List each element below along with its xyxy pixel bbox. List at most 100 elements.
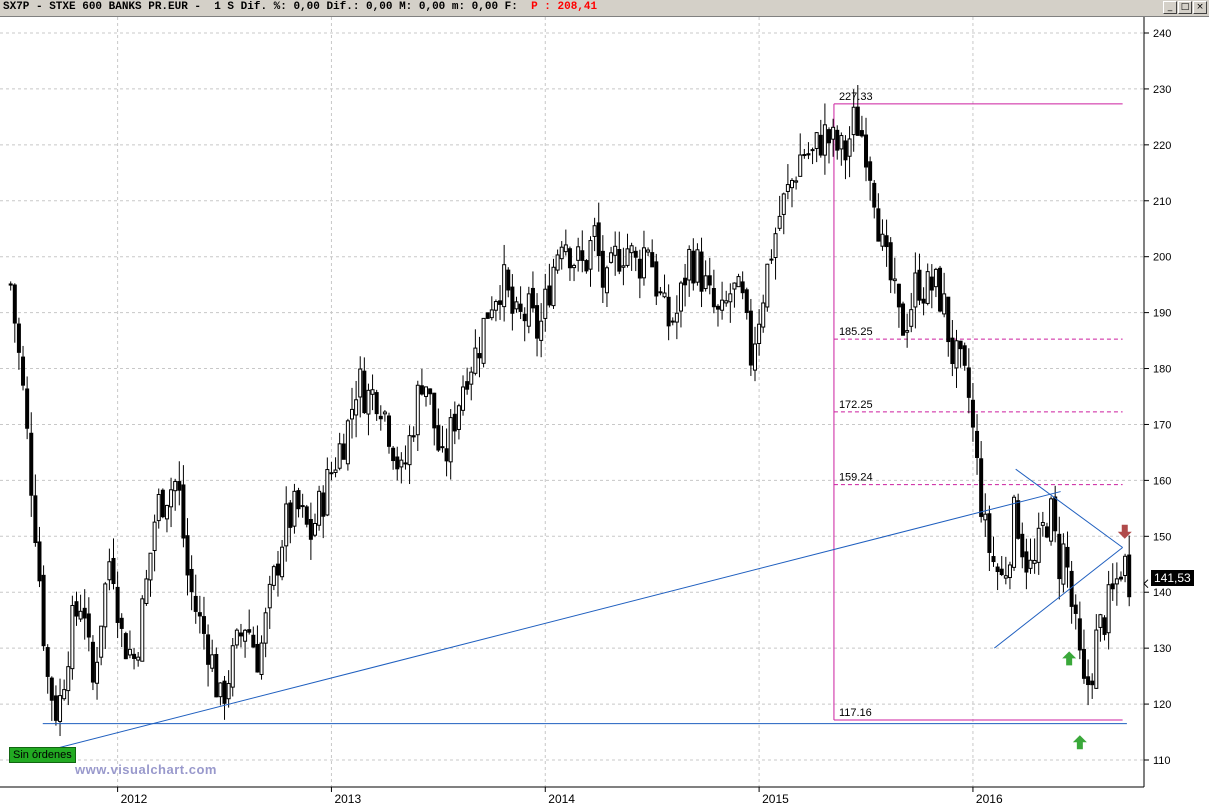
candle-body	[1016, 500, 1021, 539]
candle-body	[576, 246, 581, 261]
x-tick-label: 2013	[334, 792, 361, 806]
candle-body	[958, 340, 963, 350]
candle-body	[321, 492, 326, 517]
candle-body	[29, 432, 34, 496]
candle-body	[864, 134, 869, 168]
candle-body	[201, 616, 206, 634]
candle-body	[584, 260, 589, 272]
window-title: SX7P - STXE 600 BANKS PR.EUR - 1 S Dif. …	[3, 1, 604, 13]
maximize-button[interactable]: □	[1178, 1, 1192, 14]
candle-body	[86, 613, 91, 638]
candle-body	[909, 309, 914, 327]
candle-body	[267, 583, 272, 609]
y-tick-label: 240	[1153, 28, 1171, 40]
candle-body	[654, 261, 659, 297]
candle-body	[21, 356, 26, 386]
candle-body	[1114, 578, 1119, 585]
y-tick-label: 200	[1153, 252, 1171, 264]
candle-body	[633, 250, 638, 258]
candle-body	[744, 289, 749, 313]
candle-body	[70, 604, 75, 670]
candle-body	[732, 282, 737, 290]
candle-body	[144, 578, 149, 604]
candle-body	[325, 469, 330, 516]
candle-body	[469, 371, 474, 385]
candle-body	[946, 296, 951, 343]
candle-body	[868, 161, 873, 181]
candle-body	[1020, 533, 1025, 558]
candle-body	[720, 299, 725, 311]
candle-body	[62, 689, 67, 700]
candle-body	[333, 469, 338, 473]
candle-body	[674, 312, 679, 323]
candle-body	[802, 154, 807, 157]
y-tick-label: 170	[1153, 419, 1171, 431]
candle-body	[304, 506, 309, 525]
candle-body	[530, 287, 535, 309]
chart-area[interactable]: 227.33 185.25 172.25 159.24 117.16 110 120 130…	[0, 17, 1209, 806]
y-tick-label: 110	[1153, 755, 1171, 767]
candle-body	[641, 247, 646, 279]
candle-body	[33, 495, 38, 544]
candle-body	[160, 489, 165, 518]
candle-body	[917, 269, 922, 301]
candle-body	[444, 448, 449, 462]
x-tick-label: 2012	[121, 792, 148, 806]
candle-body	[991, 556, 996, 563]
candle-body	[859, 130, 864, 137]
candle-body	[559, 246, 564, 260]
y-tick-label: 160	[1153, 475, 1171, 487]
candle-body	[835, 129, 840, 151]
candle-body	[613, 245, 618, 256]
candle-body	[678, 282, 683, 312]
candle-body	[197, 612, 202, 617]
candle-body	[975, 430, 980, 458]
candle-body	[588, 240, 593, 270]
candle-body	[391, 447, 396, 462]
candle-body	[954, 340, 959, 369]
candle-body	[629, 245, 634, 254]
candle-body	[1057, 533, 1062, 580]
candle-body	[822, 124, 827, 156]
x-tick-label: 2015	[762, 792, 789, 806]
candle-body	[662, 292, 667, 298]
y-tick-label: 180	[1153, 364, 1171, 376]
candle-body	[317, 490, 322, 526]
candle-body	[876, 208, 881, 242]
candle-body	[37, 541, 42, 582]
close-button[interactable]: ×	[1193, 1, 1207, 14]
candle-body	[715, 305, 720, 310]
title-price: P : 208,41	[524, 1, 604, 13]
trendlines-layer	[10, 468, 1127, 761]
candle-body	[296, 490, 301, 510]
candle-body	[169, 489, 174, 508]
candle-body	[288, 502, 293, 528]
candle-body	[1036, 527, 1041, 563]
candle-body	[477, 353, 482, 359]
candle-body	[424, 386, 429, 397]
candle-body	[66, 666, 71, 692]
candle-body	[193, 595, 198, 612]
candle-body	[177, 481, 182, 491]
candle-body	[119, 617, 124, 629]
candle-body	[49, 677, 54, 701]
candle-body	[156, 494, 161, 522]
candle-body	[1049, 498, 1054, 542]
candle-body	[452, 413, 457, 432]
status-badge[interactable]: Sin órdenes	[9, 747, 76, 763]
candle-body	[432, 392, 437, 429]
candle-body	[164, 504, 169, 520]
candle-body	[757, 323, 762, 344]
minimize-button[interactable]: _	[1163, 1, 1177, 14]
candle-body	[127, 648, 132, 656]
candle-body	[1094, 629, 1099, 689]
price-chart[interactable]: 227.33 185.25 172.25 159.24 117.16 110 120 130…	[0, 17, 1209, 806]
candle-body	[563, 244, 568, 253]
candle-body	[448, 417, 453, 463]
candle-body	[687, 248, 692, 281]
candle-body	[1061, 543, 1066, 585]
candle-body	[395, 456, 400, 470]
candle-body	[358, 368, 363, 398]
candle-body	[280, 546, 285, 578]
trendline	[994, 547, 1123, 649]
